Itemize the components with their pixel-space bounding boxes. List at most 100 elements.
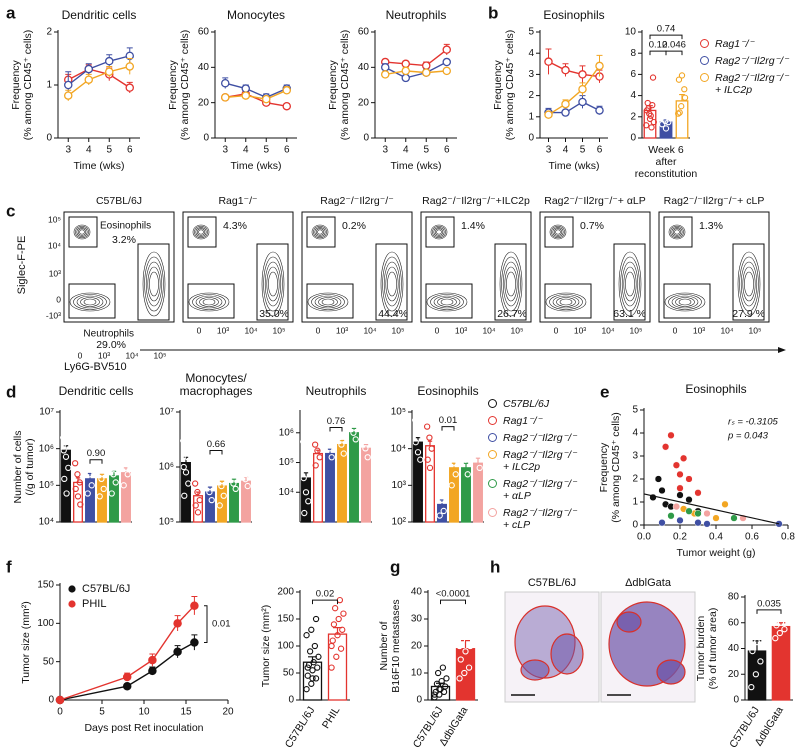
data-point <box>544 110 553 119</box>
tissue <box>656 659 686 685</box>
flow-y-tick: 10⁴ <box>48 240 61 250</box>
y-tick-label: 0 <box>416 695 422 706</box>
panel-title: Neutrophils <box>386 8 447 22</box>
data-point <box>125 62 135 71</box>
p-value: 0.74 <box>657 24 676 35</box>
data-point <box>88 482 95 489</box>
contour <box>620 256 640 312</box>
flow-y-tick: 10³ <box>49 268 61 278</box>
gate-percentage: 29.0% <box>96 339 126 351</box>
contour <box>383 261 401 307</box>
data-point <box>749 647 756 655</box>
error-bar <box>475 457 481 464</box>
data-point <box>312 462 319 469</box>
gate <box>375 243 408 321</box>
legend-label: Rag1⁻/⁻ <box>503 415 543 427</box>
data-point <box>678 103 685 110</box>
data-point <box>447 449 455 456</box>
contour <box>264 261 282 307</box>
gate <box>68 283 116 319</box>
y-tick-label: 20 <box>728 669 740 680</box>
data-point <box>304 672 311 679</box>
contour <box>440 298 454 306</box>
data-point <box>758 626 765 633</box>
panel-letter: c <box>6 201 15 220</box>
data-point <box>450 460 457 467</box>
data-point <box>428 445 435 452</box>
data-point <box>148 655 157 665</box>
contour <box>73 224 91 240</box>
contour <box>433 227 445 237</box>
data-point <box>754 609 762 616</box>
y-tick-label: 8 <box>630 48 636 59</box>
gate <box>663 283 711 319</box>
gate <box>68 216 98 248</box>
tissue <box>520 659 550 681</box>
x-tick-label: 0 <box>57 707 63 718</box>
y-tick-label: 40 <box>728 643 740 654</box>
bar <box>121 472 131 523</box>
x-tick-label: 5 <box>106 145 112 156</box>
contour <box>549 224 567 240</box>
data-point <box>77 501 84 508</box>
legend-item: Rag1⁻/⁻ <box>488 415 584 427</box>
data-point <box>100 485 107 493</box>
series-line <box>548 65 601 116</box>
y-axis-label: Frequency <box>167 59 179 109</box>
legend-label: Rag2⁻/⁻Il2rg⁻/⁻ <box>503 432 577 444</box>
data-point <box>105 56 114 66</box>
contour <box>311 224 329 240</box>
y-tick-label: 80 <box>728 592 740 603</box>
flow-x-tick: 0 <box>197 325 202 335</box>
data-point <box>261 94 271 104</box>
data-point <box>302 450 309 457</box>
panel-letter: h <box>490 557 500 576</box>
y-axis-label: B16F10 metastases <box>390 599 402 692</box>
y-axis-label: (% among CD45⁺ cells) <box>610 412 622 523</box>
flow-x-tick: 10⁴ <box>244 325 257 335</box>
data-point <box>665 118 672 126</box>
data-point <box>675 110 682 117</box>
data-point <box>464 471 471 478</box>
contours <box>188 224 285 317</box>
y-tick-label: 6 <box>630 69 636 80</box>
contour <box>315 228 325 236</box>
y-tick-label: 10⁵ <box>159 517 174 528</box>
y-axis-label: Tumor size (mm²) <box>20 601 32 683</box>
flow-x-tick: 10³ <box>455 325 467 335</box>
x-tick-label: 5 <box>263 145 269 156</box>
data-point <box>434 669 442 677</box>
data-point <box>753 638 761 646</box>
data-point <box>781 626 788 633</box>
data-point <box>476 464 483 471</box>
data-point <box>424 456 431 463</box>
legend-item: C57BL/6J <box>488 398 584 410</box>
data-point <box>83 464 91 471</box>
bar <box>109 475 119 523</box>
data-point <box>662 125 670 132</box>
y-tick-label: 20 <box>198 97 210 108</box>
data-point <box>300 474 307 482</box>
y-tick-label: 4 <box>632 428 638 439</box>
contour <box>501 256 521 312</box>
flow-plot-title: Rag2⁻/⁻Il2rg⁻/⁻+ILC2p <box>422 195 530 207</box>
contour <box>311 294 345 310</box>
contour <box>739 256 759 312</box>
contour <box>73 294 107 310</box>
flow-plot-title: C57BL/6J <box>96 195 142 207</box>
data-point <box>311 642 319 650</box>
p-value: 0.66 <box>207 439 226 450</box>
y-tick-label: 1 <box>46 80 52 91</box>
data-point <box>220 78 230 88</box>
contour <box>263 256 283 312</box>
data-point <box>401 66 410 76</box>
y-axis-label: (% among CD45⁺ cells) <box>339 30 351 141</box>
legend-marker <box>488 450 497 459</box>
data-point <box>340 450 347 457</box>
significance-bracket <box>209 449 223 455</box>
data-point <box>752 671 760 678</box>
data-point <box>685 507 693 515</box>
y-tick-label: 10⁶ <box>279 427 294 438</box>
data-point <box>730 514 738 522</box>
